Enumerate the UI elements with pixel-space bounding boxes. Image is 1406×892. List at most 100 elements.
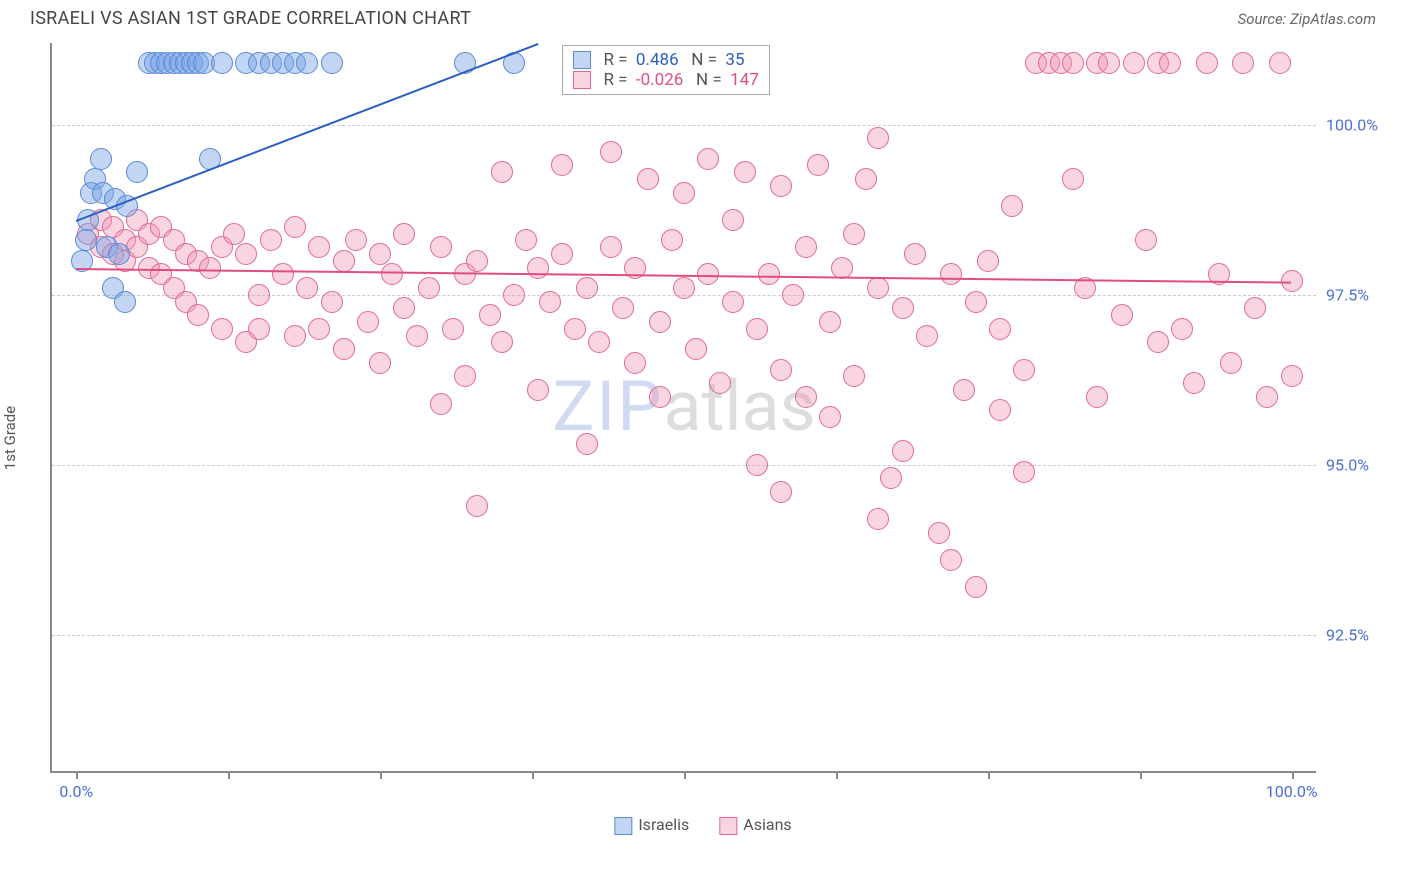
data-point: [345, 229, 367, 251]
data-point: [75, 229, 97, 251]
data-point: [843, 365, 865, 387]
data-point: [393, 297, 415, 319]
stats-row: R = -0.026 N = 147: [573, 70, 758, 90]
data-point: [600, 141, 622, 163]
stats-row: R = 0.486 N = 35: [573, 50, 758, 70]
data-point: [369, 243, 391, 265]
data-point: [430, 236, 452, 258]
x-tick: [380, 771, 382, 779]
data-point: [539, 291, 561, 313]
data-point: [600, 236, 622, 258]
data-point: [1281, 365, 1303, 387]
source-label: Source: ZipAtlas.com: [1238, 10, 1376, 28]
data-point: [673, 182, 695, 204]
data-point: [308, 318, 330, 340]
data-point: [685, 338, 707, 360]
data-point: [223, 223, 245, 245]
data-point: [867, 277, 889, 299]
data-point: [807, 154, 829, 176]
data-point: [697, 148, 719, 170]
data-point: [1135, 229, 1157, 251]
data-point: [795, 236, 817, 258]
data-point: [624, 352, 646, 374]
data-point: [892, 297, 914, 319]
data-point: [965, 576, 987, 598]
y-axis-label: 1st Grade: [1, 406, 19, 470]
data-point: [393, 223, 415, 245]
data-point: [126, 161, 148, 183]
data-point: [770, 481, 792, 503]
data-point: [916, 325, 938, 347]
y-tick-label: 100.0%: [1326, 115, 1396, 134]
data-point: [1086, 386, 1108, 408]
data-point: [491, 161, 513, 183]
data-point: [673, 277, 695, 299]
data-point: [782, 284, 804, 306]
x-tick-label: 0.0%: [59, 782, 93, 801]
data-point: [661, 229, 683, 251]
data-point: [1062, 52, 1084, 74]
data-point: [855, 168, 877, 190]
data-point: [321, 291, 343, 313]
data-point: [454, 365, 476, 387]
y-tick-label: 97.5%: [1326, 285, 1396, 304]
data-point: [576, 277, 598, 299]
x-tick: [1292, 771, 1294, 779]
gridline: [52, 125, 1316, 126]
data-point: [977, 250, 999, 272]
data-point: [637, 168, 659, 190]
data-point: [199, 257, 221, 279]
chart-title: ISRAELI VS ASIAN 1ST GRADE CORRELATION C…: [30, 8, 471, 29]
data-point: [746, 318, 768, 340]
data-point: [709, 372, 731, 394]
data-point: [248, 318, 270, 340]
data-point: [588, 331, 610, 353]
data-point: [442, 318, 464, 340]
data-point: [940, 263, 962, 285]
data-point: [819, 311, 841, 333]
data-point: [722, 291, 744, 313]
data-point: [284, 325, 306, 347]
data-point: [770, 359, 792, 381]
legend-bottom: IsraelisAsians: [614, 815, 791, 835]
data-point: [795, 386, 817, 408]
data-point: [928, 522, 950, 544]
data-point: [90, 148, 112, 170]
x-tick: [76, 771, 78, 779]
data-point: [260, 229, 282, 251]
data-point: [491, 331, 513, 353]
data-point: [576, 433, 598, 455]
gridline: [52, 635, 1316, 636]
data-point: [1098, 52, 1120, 74]
data-point: [1013, 461, 1035, 483]
watermark-zip: ZIP: [552, 366, 663, 448]
x-tick: [228, 771, 230, 779]
data-point: [892, 440, 914, 462]
data-point: [296, 277, 318, 299]
plot-area: ZIPatlas 92.5%95.0%97.5%100.0%0.0%100.0%…: [50, 43, 1316, 773]
legend-label: Asians: [743, 815, 791, 834]
data-point: [1256, 386, 1278, 408]
data-point: [1123, 52, 1145, 74]
data-point: [722, 209, 744, 231]
data-point: [965, 291, 987, 313]
data-point: [612, 297, 634, 319]
data-point: [321, 52, 343, 74]
data-point: [551, 243, 573, 265]
data-point: [1244, 297, 1266, 319]
data-point: [1062, 168, 1084, 190]
data-point: [880, 467, 902, 489]
data-point: [843, 223, 865, 245]
data-point: [272, 263, 294, 285]
legend-swatch: [573, 51, 591, 69]
data-point: [248, 284, 270, 306]
data-point: [430, 393, 452, 415]
data-point: [108, 243, 130, 265]
data-point: [527, 379, 549, 401]
data-point: [406, 325, 428, 347]
x-tick: [532, 771, 534, 779]
x-tick-label: 100.0%: [1266, 782, 1318, 801]
data-point: [649, 311, 671, 333]
x-tick: [988, 771, 990, 779]
data-point: [1269, 52, 1291, 74]
